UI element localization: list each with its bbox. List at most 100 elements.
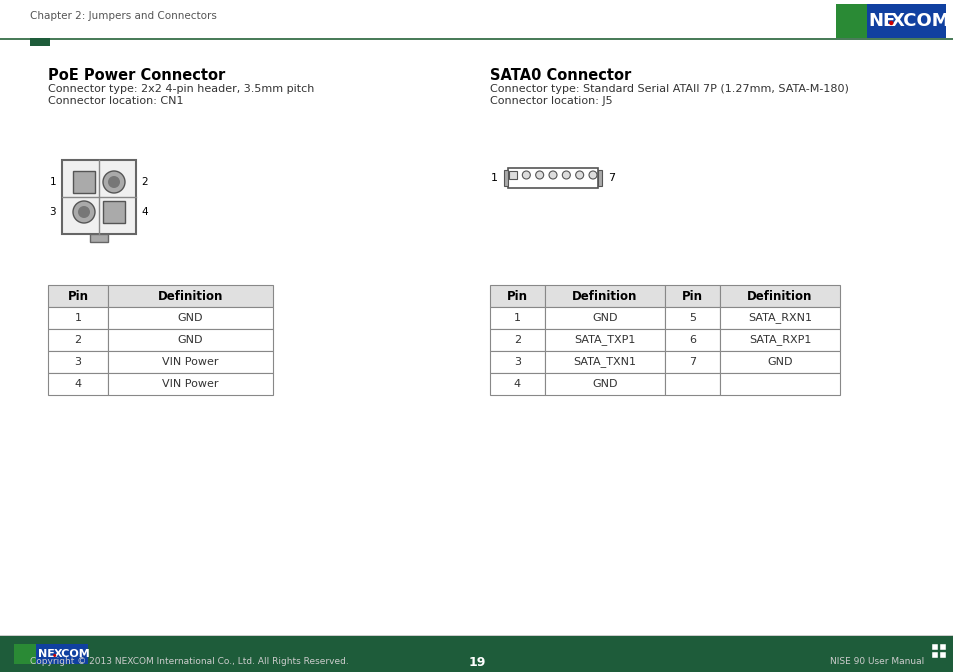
Text: 2: 2 <box>514 335 520 345</box>
Bar <box>490 329 544 351</box>
Bar <box>490 373 544 395</box>
Bar <box>103 201 125 223</box>
Text: 7: 7 <box>688 357 696 367</box>
Bar <box>835 4 866 38</box>
Text: Definition: Definition <box>157 290 223 302</box>
Bar <box>503 170 507 186</box>
Bar <box>664 373 720 395</box>
Bar <box>720 307 840 329</box>
Bar <box>30 38 50 46</box>
Text: 1: 1 <box>50 177 56 187</box>
Bar <box>544 307 664 329</box>
Bar <box>544 285 664 307</box>
Text: Connector type: 2x2 4-pin header, 3.5mm pitch: Connector type: 2x2 4-pin header, 3.5mm … <box>48 84 314 94</box>
Text: 5: 5 <box>688 313 696 323</box>
Bar <box>939 644 945 650</box>
Bar <box>108 351 273 373</box>
Text: GND: GND <box>177 313 203 323</box>
Text: PoE Power Connector: PoE Power Connector <box>48 68 225 83</box>
Text: Definition: Definition <box>746 290 812 302</box>
Text: 1: 1 <box>491 173 497 183</box>
Circle shape <box>78 206 90 218</box>
Text: 2: 2 <box>74 335 81 345</box>
Circle shape <box>588 171 597 179</box>
Bar <box>48 307 108 329</box>
Text: SATA_TXN1: SATA_TXN1 <box>573 357 636 368</box>
Circle shape <box>103 171 125 193</box>
Text: SATA_TXP1: SATA_TXP1 <box>574 335 635 345</box>
Text: GND: GND <box>592 313 618 323</box>
Bar <box>664 329 720 351</box>
Text: 4: 4 <box>141 207 148 217</box>
Text: NISE 90 User Manual: NISE 90 User Manual <box>829 657 923 667</box>
Text: 3: 3 <box>74 357 81 367</box>
Bar <box>36 644 88 664</box>
Bar <box>48 351 108 373</box>
Text: 6: 6 <box>688 335 696 345</box>
Circle shape <box>53 654 56 657</box>
Bar <box>664 307 720 329</box>
Text: 19: 19 <box>468 655 485 669</box>
Text: 7: 7 <box>607 173 615 183</box>
Bar <box>664 351 720 373</box>
Text: GND: GND <box>766 357 792 367</box>
Bar <box>490 351 544 373</box>
Text: NE: NE <box>868 12 895 30</box>
Circle shape <box>535 171 543 179</box>
Text: Connector type: Standard Serial ATAII 7P (1.27mm, SATA-M-180): Connector type: Standard Serial ATAII 7P… <box>490 84 848 94</box>
Text: SATA_RXN1: SATA_RXN1 <box>747 312 811 323</box>
Text: 2: 2 <box>141 177 148 187</box>
Bar <box>931 652 937 658</box>
Circle shape <box>575 171 583 179</box>
Bar <box>108 329 273 351</box>
Text: 3: 3 <box>514 357 520 367</box>
Text: NE: NE <box>38 649 55 659</box>
Text: VIN Power: VIN Power <box>162 379 218 389</box>
Text: Pin: Pin <box>506 290 527 302</box>
Bar <box>48 373 108 395</box>
Bar <box>48 285 108 307</box>
Circle shape <box>888 21 893 26</box>
Bar <box>939 652 945 658</box>
Bar <box>664 285 720 307</box>
Bar <box>90 234 108 242</box>
Bar <box>720 285 840 307</box>
Bar <box>931 644 937 650</box>
Text: 1: 1 <box>514 313 520 323</box>
Bar <box>73 171 95 193</box>
Text: Connector location: CN1: Connector location: CN1 <box>48 96 183 106</box>
Bar <box>598 170 601 186</box>
Bar <box>490 285 544 307</box>
Bar <box>0 635 953 636</box>
Text: GND: GND <box>177 335 203 345</box>
Text: Chapter 2: Jumpers and Connectors: Chapter 2: Jumpers and Connectors <box>30 11 216 21</box>
Circle shape <box>561 171 570 179</box>
Circle shape <box>108 176 120 188</box>
Bar <box>544 351 664 373</box>
Text: Pin: Pin <box>68 290 89 302</box>
Bar <box>720 329 840 351</box>
Text: Definition: Definition <box>572 290 637 302</box>
Text: SATA_RXP1: SATA_RXP1 <box>748 335 810 345</box>
Bar <box>507 168 598 188</box>
Bar <box>62 160 136 234</box>
Bar <box>0 38 953 40</box>
Bar <box>108 373 273 395</box>
Text: XCOM: XCOM <box>54 649 91 659</box>
Text: 3: 3 <box>50 207 56 217</box>
Circle shape <box>548 171 557 179</box>
Text: SATA0 Connector: SATA0 Connector <box>490 68 631 83</box>
Bar <box>866 4 945 38</box>
Text: Connector location: J5: Connector location: J5 <box>490 96 612 106</box>
Circle shape <box>73 201 95 223</box>
Bar <box>720 351 840 373</box>
Bar <box>14 644 36 664</box>
Text: 4: 4 <box>74 379 81 389</box>
Bar <box>0 636 953 672</box>
Bar <box>108 307 273 329</box>
Bar <box>544 329 664 351</box>
Text: VIN Power: VIN Power <box>162 357 218 367</box>
Bar <box>509 171 517 179</box>
Text: 4: 4 <box>514 379 520 389</box>
Text: 1: 1 <box>74 313 81 323</box>
